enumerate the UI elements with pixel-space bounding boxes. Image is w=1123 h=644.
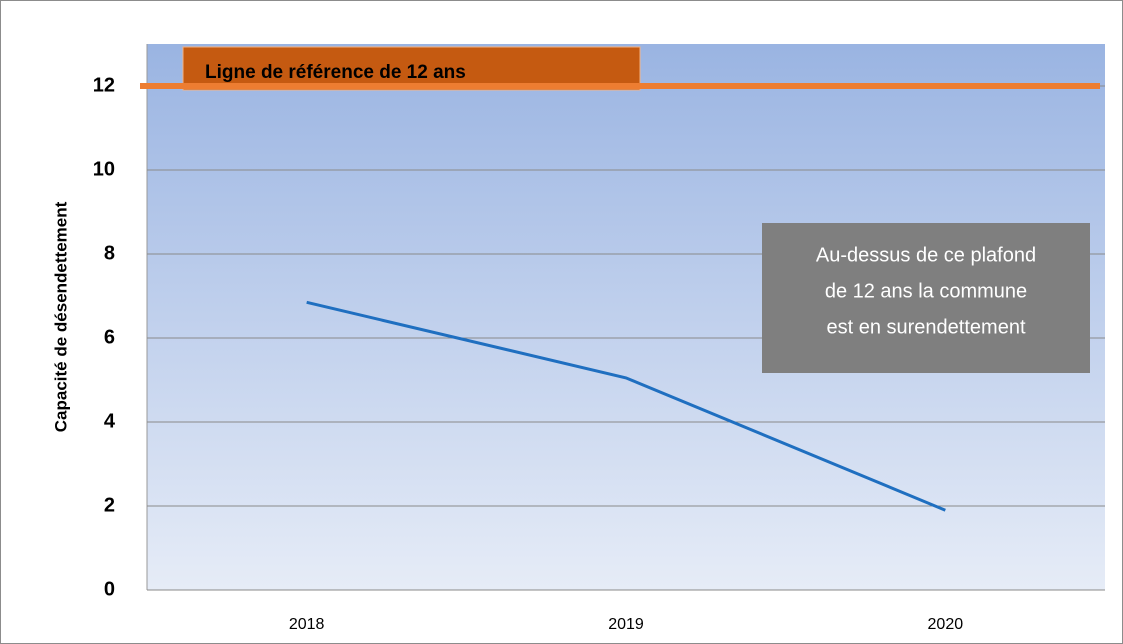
y-tick-label: 10 [93,158,115,180]
x-tick-label: 2019 [608,616,644,633]
reference-label-box [182,46,641,91]
annotation-box [762,223,1090,373]
y-axis-label: Capacité de désendettement [51,201,70,432]
data-line [306,300,946,512]
annotation-text: de 12 ans la commune [825,280,1027,302]
y-tick-label: 2 [104,494,115,516]
x-tick-label: 2020 [928,616,964,633]
y-tick-label: 4 [104,410,116,432]
y-tick-label: 8 [104,242,115,264]
y-tick-label: 12 [93,74,115,96]
y-tick-label: 6 [104,326,115,348]
annotation-text: Au-dessus de ce plafond [816,244,1036,266]
reference-label: Ligne de référence de 12 ans [205,62,466,83]
annotation-text: est en surendettement [826,316,1025,338]
x-tick-label: 2018 [289,616,325,633]
y-tick-label: 0 [104,578,115,600]
